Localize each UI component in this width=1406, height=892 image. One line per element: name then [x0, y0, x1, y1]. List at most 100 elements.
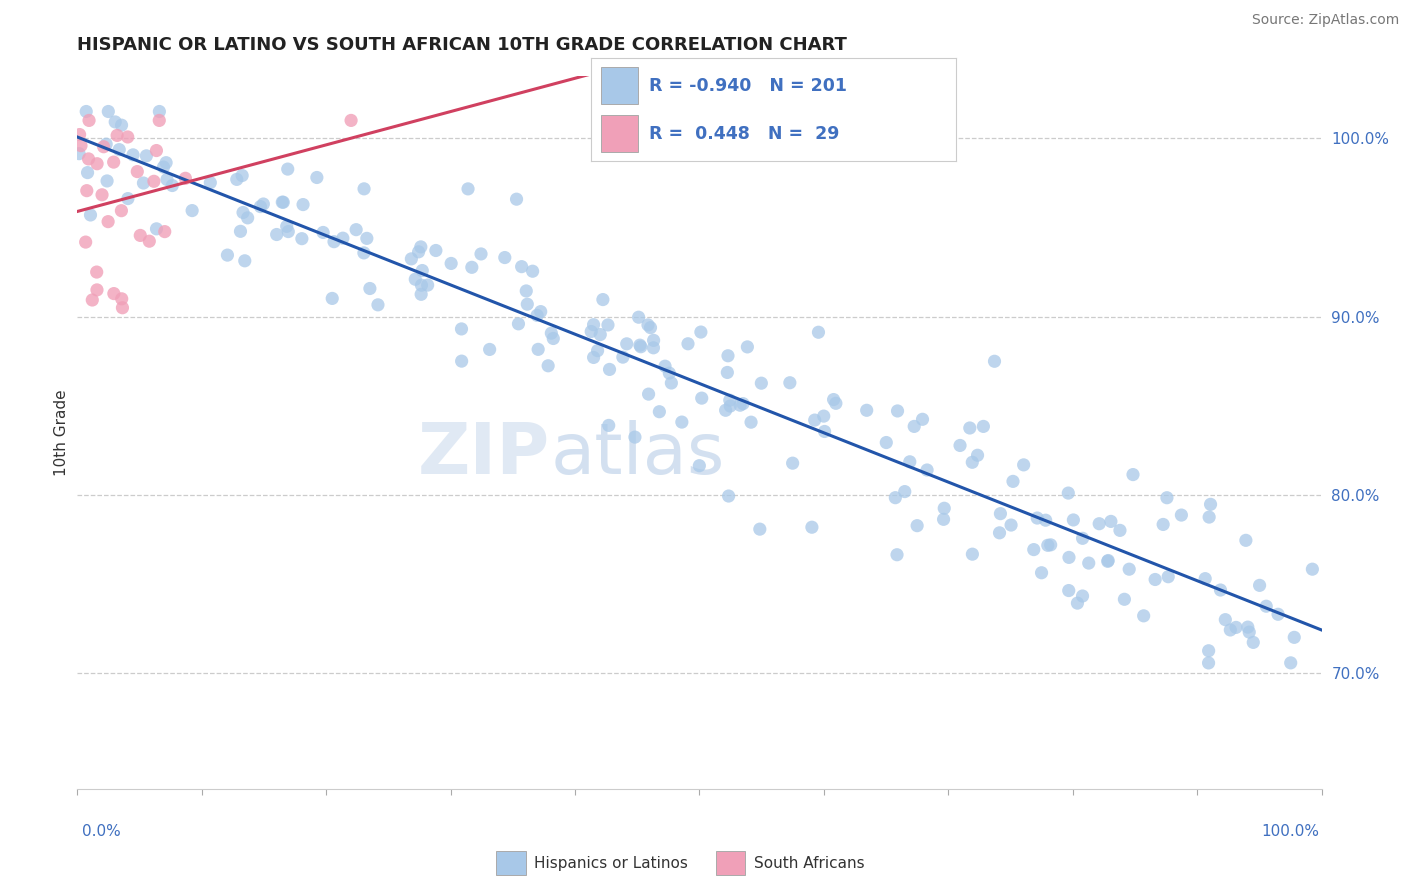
Point	[344, 222, 367, 236]
Point	[1156, 491, 1178, 505]
Point	[1215, 613, 1237, 627]
Point	[718, 399, 741, 413]
Point	[522, 264, 544, 278]
Text: R =  0.448   N =  29: R = 0.448 N = 29	[650, 125, 839, 143]
FancyBboxPatch shape	[602, 67, 638, 104]
Point	[450, 354, 472, 368]
Point	[624, 430, 647, 444]
Point	[276, 219, 298, 234]
Point	[688, 458, 710, 473]
Point	[312, 226, 335, 240]
Point	[527, 343, 550, 357]
Point	[1022, 542, 1045, 557]
Point	[249, 200, 271, 214]
Point	[340, 113, 363, 128]
Point	[988, 525, 1011, 540]
Point	[959, 421, 981, 435]
Point	[1039, 538, 1062, 552]
Point	[1114, 592, 1136, 607]
Point	[162, 178, 184, 193]
Point	[1152, 517, 1174, 532]
Point	[690, 391, 713, 405]
Point	[749, 376, 772, 391]
Point	[232, 205, 254, 219]
Point	[457, 182, 479, 196]
Point	[152, 160, 174, 174]
Point	[748, 522, 770, 536]
Point	[825, 396, 848, 410]
Point	[323, 235, 346, 249]
Point	[478, 343, 501, 357]
Point	[782, 456, 804, 470]
Point	[494, 251, 516, 265]
Point	[1026, 511, 1049, 525]
Point	[200, 176, 222, 190]
Point	[1198, 510, 1220, 524]
Point	[252, 197, 274, 211]
Point	[411, 263, 433, 277]
Text: HISPANIC OR LATINO VS SOUTH AFRICAN 10TH GRADE CORRELATION CHART: HISPANIC OR LATINO VS SOUTH AFRICAN 10TH…	[77, 36, 848, 54]
Point	[717, 349, 740, 363]
Point	[1132, 608, 1154, 623]
Point	[599, 362, 621, 376]
Point	[934, 501, 956, 516]
Point	[898, 455, 921, 469]
Point	[153, 225, 176, 239]
Point	[470, 247, 492, 261]
Point	[145, 144, 167, 158]
Bar	[716, 851, 745, 875]
Point	[1066, 596, 1088, 610]
Point	[1077, 556, 1099, 570]
Text: 100.0%: 100.0%	[1261, 824, 1319, 838]
Point	[884, 491, 907, 505]
Point	[110, 203, 132, 218]
Point	[893, 484, 915, 499]
Point	[1097, 553, 1119, 567]
Point	[332, 231, 354, 245]
Point	[356, 231, 378, 245]
Point	[291, 232, 314, 246]
Point	[1157, 570, 1180, 584]
Point	[1057, 583, 1080, 598]
Point	[1057, 486, 1080, 500]
Point	[516, 297, 538, 311]
Point	[174, 171, 197, 186]
Point	[155, 155, 177, 169]
Point	[508, 317, 530, 331]
Point	[962, 547, 984, 561]
Point	[97, 104, 120, 119]
Point	[1031, 566, 1053, 580]
Point	[1239, 625, 1261, 640]
Text: 0.0%: 0.0%	[82, 824, 121, 838]
Point	[1199, 497, 1222, 511]
Point	[886, 548, 908, 562]
Point	[79, 208, 101, 222]
Point	[658, 366, 681, 380]
Point	[1209, 582, 1232, 597]
Point	[637, 318, 659, 332]
Point	[305, 170, 328, 185]
Point	[132, 176, 155, 190]
Point	[321, 292, 343, 306]
Point	[596, 318, 619, 332]
Point	[813, 409, 835, 423]
Point	[416, 278, 439, 293]
Point	[1249, 578, 1271, 592]
Point	[111, 301, 134, 315]
Point	[648, 405, 671, 419]
Point	[643, 334, 665, 348]
Point	[70, 138, 93, 153]
Point	[1256, 599, 1278, 614]
Point	[716, 366, 738, 380]
Text: South Africans: South Africans	[754, 855, 865, 871]
Point	[91, 187, 114, 202]
Point	[717, 489, 740, 503]
Point	[96, 174, 118, 188]
FancyBboxPatch shape	[602, 115, 638, 153]
Point	[236, 211, 259, 225]
Point	[103, 155, 125, 169]
Point	[148, 104, 170, 119]
Point	[409, 240, 432, 254]
Point	[271, 195, 294, 210]
Point	[110, 118, 132, 132]
